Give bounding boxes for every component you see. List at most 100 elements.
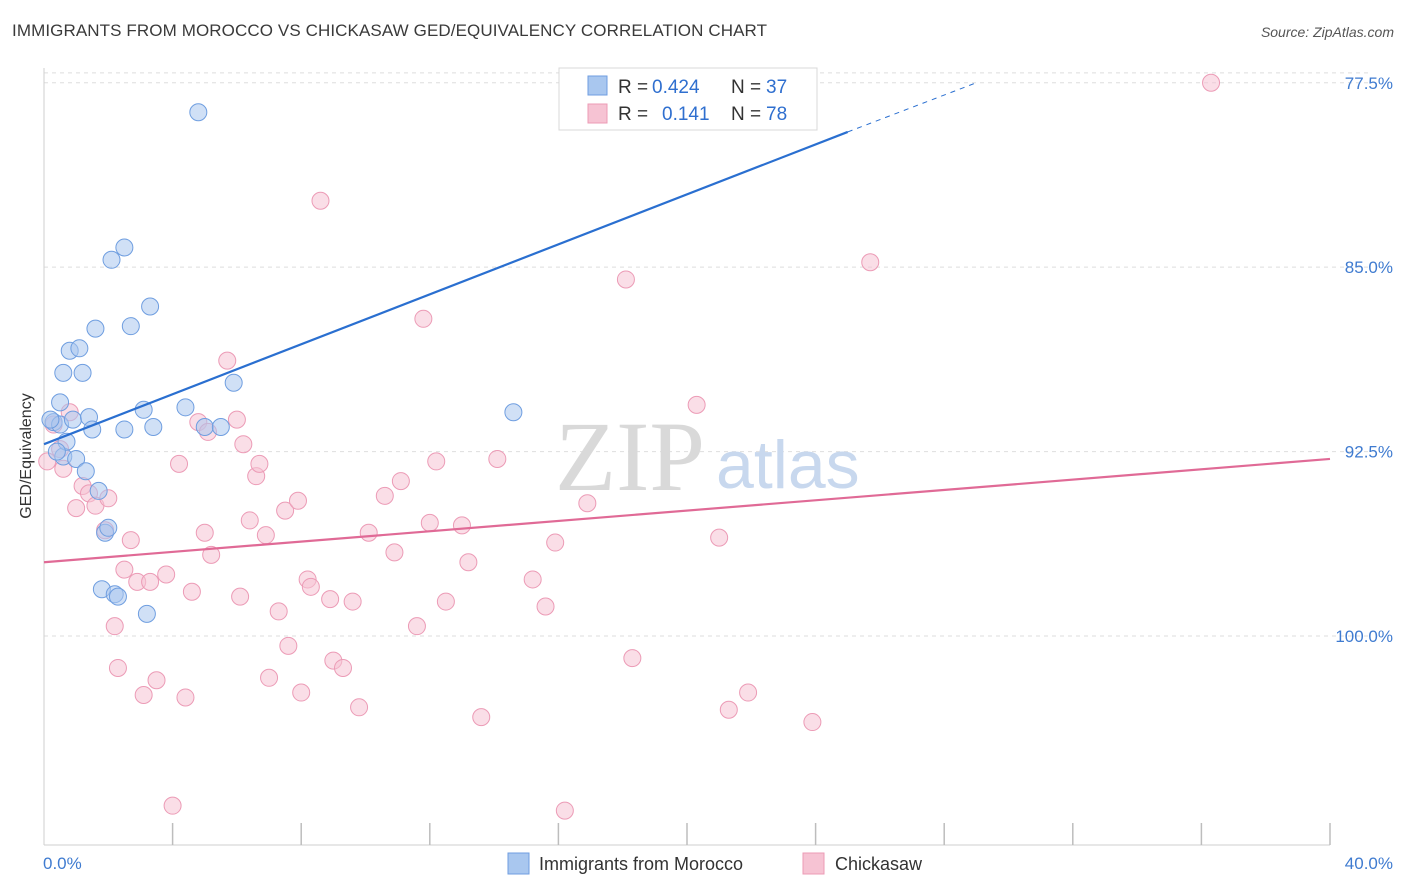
- x-max-label: 40.0%: [1345, 854, 1393, 873]
- chickasaw-point: [134, 686, 153, 705]
- morocco-point: [70, 339, 89, 358]
- chart-title: IMMIGRANTS FROM MOROCCO VS CHICKASAW GED…: [12, 21, 768, 40]
- chickasaw-point: [436, 592, 455, 611]
- chickasaw-point: [288, 491, 307, 510]
- morocco-point: [176, 398, 195, 417]
- chickasaw-point: [427, 452, 446, 471]
- trend-lines: [43, 82, 1331, 564]
- chickasaw-point: [176, 688, 195, 707]
- morocco-point: [63, 410, 82, 429]
- chickasaw-point: [301, 577, 320, 596]
- morocco-point: [51, 393, 70, 412]
- chickasaw-point: [414, 309, 433, 328]
- morocco-point: [224, 373, 243, 392]
- morocco-point: [41, 410, 60, 429]
- morocco-point: [189, 103, 208, 122]
- chickasaw-point: [359, 523, 378, 542]
- morocco-point: [137, 604, 156, 623]
- chickasaw-point: [472, 708, 491, 727]
- chickasaw-point: [240, 511, 259, 530]
- chickasaw-point: [523, 570, 542, 589]
- legend-n-label-2: N =: [731, 104, 761, 125]
- chickasaw-point: [385, 543, 404, 562]
- bottom-legend-swatch-blue: [507, 852, 530, 875]
- chickasaw-point: [182, 582, 201, 601]
- bottom-legend-label-blue: Immigrants from Morocco: [539, 854, 743, 874]
- legend-swatch-pink: [587, 103, 608, 124]
- watermark-zip: ZIP: [555, 401, 705, 512]
- morocco-point: [108, 587, 127, 606]
- bottom-legend: Immigrants from Morocco Chickasaw: [507, 852, 923, 875]
- chickasaw-point: [321, 590, 340, 609]
- chart-source: Source: ZipAtlas.com: [1260, 24, 1394, 40]
- legend-swatch-blue: [587, 75, 608, 96]
- morocco-point: [102, 250, 121, 269]
- y-tick-labels: 100.0% 92.5% 85.0% 77.5%: [1335, 74, 1393, 646]
- chickasaw-point: [555, 801, 574, 820]
- chickasaw-point: [227, 410, 246, 429]
- watermark-atlas: atlas: [716, 427, 860, 503]
- chickasaw-point: [536, 597, 555, 616]
- morocco-point: [504, 403, 523, 422]
- chickasaw-point: [67, 499, 86, 518]
- chickasaw-point: [452, 516, 471, 535]
- chickasaw-point: [105, 617, 124, 636]
- chickasaw-point: [218, 351, 237, 370]
- morocco-point: [86, 319, 105, 338]
- chickasaw-point: [195, 523, 214, 542]
- chickasaw-point: [170, 454, 189, 473]
- chickasaw-point: [1202, 73, 1221, 92]
- chickasaw-point: [311, 191, 330, 210]
- grid-lines: [44, 72, 1370, 637]
- y-axis-title: GED/Equivalency: [18, 393, 35, 518]
- legend-n-value-2: 78: [766, 104, 787, 125]
- blue-points: [41, 103, 523, 623]
- morocco-point: [115, 420, 134, 439]
- legend-box: R = 0.424 N = 37 R = 0.141 N = 78: [558, 67, 818, 131]
- chickasaw-point: [616, 270, 635, 289]
- morocco-point: [195, 417, 214, 436]
- chickasaw-point: [269, 602, 288, 621]
- chickasaw-point: [157, 565, 176, 584]
- morocco-point: [99, 518, 118, 537]
- y-tick-label: 77.5%: [1345, 74, 1393, 93]
- morocco-point: [89, 481, 108, 500]
- pink-points: [38, 73, 1221, 820]
- legend-r-label-2: R =: [618, 104, 648, 125]
- morocco-point: [54, 363, 73, 382]
- watermark: ZIP atlas: [555, 401, 860, 512]
- morocco-point: [67, 449, 86, 468]
- chickasaw-point: [861, 253, 880, 272]
- y-tick-label: 85.0%: [1345, 258, 1393, 277]
- chickasaw-point: [710, 528, 729, 547]
- legend-r-value-1: 0.424: [652, 77, 700, 98]
- morocco-point: [144, 417, 163, 436]
- chickasaw-point: [420, 513, 439, 532]
- chickasaw-point: [343, 592, 362, 611]
- chickasaw-point: [260, 668, 279, 687]
- chickasaw-point: [623, 649, 642, 668]
- bottom-legend-swatch-pink: [802, 852, 825, 875]
- chickasaw-point: [407, 617, 426, 636]
- chickasaw-point: [108, 658, 127, 677]
- chickasaw-point: [121, 531, 140, 550]
- chickasaw-point: [163, 796, 182, 815]
- x-tick-marks: [171, 823, 1331, 845]
- chickasaw-trend-line: [43, 457, 1331, 564]
- chickasaw-point: [292, 683, 311, 702]
- chickasaw-point: [276, 501, 295, 520]
- chickasaw-point: [375, 486, 394, 505]
- chickasaw-point: [333, 658, 352, 677]
- chickasaw-point: [459, 553, 478, 572]
- chickasaw-point: [578, 494, 597, 513]
- morocco-point: [76, 462, 95, 481]
- legend-n-label-1: N =: [731, 77, 761, 98]
- legend-r-label-1: R =: [618, 77, 648, 98]
- chickasaw-point: [147, 671, 166, 690]
- chickasaw-point: [279, 636, 298, 655]
- chickasaw-point: [202, 545, 221, 564]
- chickasaw-point: [687, 395, 706, 414]
- morocco-point: [73, 363, 92, 382]
- chickasaw-point: [256, 526, 275, 545]
